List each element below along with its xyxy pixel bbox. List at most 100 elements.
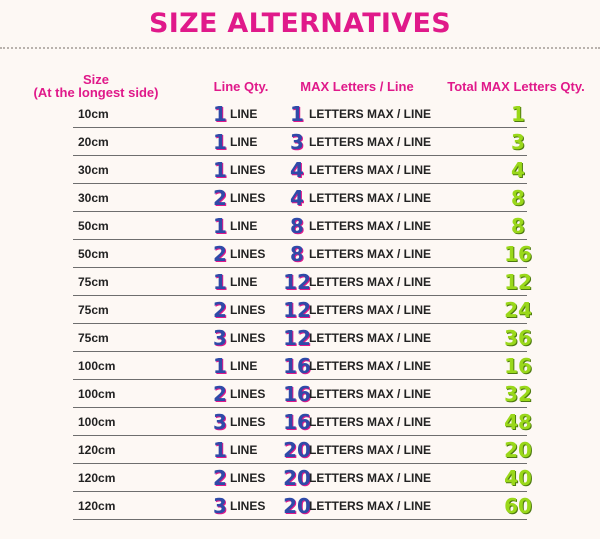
line-word: LINE <box>230 359 258 373</box>
size-cell: 50cm <box>78 247 109 261</box>
line-count: 2 <box>213 186 227 210</box>
size-cell: 20cm <box>78 135 109 149</box>
table-row: 30cm 1 LINES 4 LETTERS MAX / LINE 4 <box>73 156 527 184</box>
line-count: 1 <box>213 130 227 154</box>
table-row: 75cm 1 LINE 12 LETTERS MAX / LINE 12 <box>73 268 532 296</box>
header-total-max: Total MAX Letters Qty. <box>447 79 585 94</box>
size-cell: 50cm <box>78 219 109 233</box>
max-letters-count: 12 <box>283 326 311 350</box>
total-letters-count: 16 <box>504 242 532 266</box>
total-letters-count: 8 <box>511 186 525 210</box>
line-count: 2 <box>213 466 227 490</box>
total-letters-count: 32 <box>504 382 532 406</box>
line-word: LINE <box>230 443 258 457</box>
line-count: 1 <box>213 270 227 294</box>
max-letters-count: 1 <box>290 102 304 126</box>
size-cell: 30cm <box>78 163 109 177</box>
line-count: 1 <box>213 354 227 378</box>
line-word: LINES <box>230 471 266 485</box>
letters-max-per-line-label: LETTERS MAX / LINE <box>309 275 432 289</box>
total-letters-count: 40 <box>504 466 532 490</box>
max-letters-count: 8 <box>290 242 304 266</box>
title-divider <box>0 47 600 49</box>
line-count: 3 <box>213 494 227 518</box>
size-cell: 10cm <box>78 107 109 121</box>
total-letters-count: 20 <box>504 438 532 462</box>
total-letters-count: 36 <box>504 326 532 350</box>
total-letters-count: 16 <box>504 354 532 378</box>
line-word: LINE <box>230 219 258 233</box>
max-letters-count: 16 <box>283 382 311 406</box>
max-letters-count: 20 <box>283 466 311 490</box>
line-count: 1 <box>213 438 227 462</box>
line-word: LINES <box>230 331 266 345</box>
size-cell: 75cm <box>78 331 109 345</box>
table-row: 100cm 3 LINES 16 LETTERS MAX / LINE 48 <box>73 408 532 436</box>
max-letters-count: 12 <box>283 298 311 322</box>
max-letters-count: 4 <box>290 158 304 182</box>
total-letters-count: 1 <box>511 102 525 126</box>
max-letters-count: 12 <box>283 270 311 294</box>
page-title: SIZE ALTERNATIVES <box>149 8 451 39</box>
size-cell: 75cm <box>78 275 109 289</box>
letters-max-per-line-label: LETTERS MAX / LINE <box>309 359 432 373</box>
size-cell: 75cm <box>78 303 109 317</box>
letters-max-per-line-label: LETTERS MAX / LINE <box>309 471 432 485</box>
letters-max-per-line-label: LETTERS MAX / LINE <box>309 415 432 429</box>
size-cell: 30cm <box>78 191 109 205</box>
size-cell: 100cm <box>78 415 116 429</box>
size-table: 10cm 1 LINE 1 LETTERS MAX / LINE 1 20cm 1 LINE 3 L… <box>73 100 532 520</box>
max-letters-count: 16 <box>283 410 311 434</box>
line-word: LINES <box>230 415 266 429</box>
letters-max-per-line-label: LETTERS MAX / LINE <box>309 247 432 261</box>
total-letters-count: 12 <box>504 270 532 294</box>
letters-max-per-line-label: LETTERS MAX / LINE <box>309 107 432 121</box>
table-row: 120cm 2 LINES 20 LETTERS MAX / LINE 40 <box>73 464 532 492</box>
table-row: 30cm 2 LINES 4 LETTERS MAX / LINE 8 <box>73 184 527 212</box>
line-count: 1 <box>213 214 227 238</box>
line-count: 1 <box>213 102 227 126</box>
table-row: 120cm 1 LINE 20 LETTERS MAX / LINE 20 <box>73 436 532 464</box>
total-letters-count: 60 <box>504 494 532 518</box>
table-row: 50cm 1 LINE 8 LETTERS MAX / LINE 8 <box>73 212 527 240</box>
table-row: 50cm 2 LINES 8 LETTERS MAX / LINE 16 <box>73 240 532 268</box>
line-word: LINES <box>230 303 266 317</box>
total-letters-count: 8 <box>511 214 525 238</box>
line-word: LINES <box>230 191 266 205</box>
letters-max-per-line-label: LETTERS MAX / LINE <box>309 191 432 205</box>
size-cell: 120cm <box>78 471 116 485</box>
table-row: 75cm 2 LINES 12 LETTERS MAX / LINE 24 <box>73 296 532 324</box>
letters-max-per-line-label: LETTERS MAX / LINE <box>309 499 432 513</box>
line-count: 1 <box>213 158 227 182</box>
header-max-letters-line: MAX Letters / Line <box>300 79 414 94</box>
line-word: LINE <box>230 275 258 289</box>
letters-max-per-line-label: LETTERS MAX / LINE <box>309 135 432 149</box>
header-line-qty: Line Qty. <box>213 79 269 94</box>
header-size-label: Size <box>82 72 109 87</box>
size-cell: 100cm <box>78 359 116 373</box>
size-cell: 120cm <box>78 499 116 513</box>
size-cell: 120cm <box>78 443 116 457</box>
table-row: 120cm 3 LINES 20 LETTERS MAX / LINE 60 <box>73 492 532 520</box>
total-letters-count: 24 <box>504 298 532 322</box>
max-letters-count: 20 <box>283 438 311 462</box>
line-count: 2 <box>213 382 227 406</box>
table-row: 100cm 1 LINE 16 LETTERS MAX / LINE 16 <box>73 352 532 380</box>
line-word: LINES <box>230 247 266 261</box>
letters-max-per-line-label: LETTERS MAX / LINE <box>309 219 432 233</box>
line-word: LINES <box>230 499 266 513</box>
letters-max-per-line-label: LETTERS MAX / LINE <box>309 303 432 317</box>
table-row: 75cm 3 LINES 12 LETTERS MAX / LINE 36 <box>73 324 532 352</box>
letters-max-per-line-label: LETTERS MAX / LINE <box>309 387 432 401</box>
line-word: LINE <box>230 107 258 121</box>
max-letters-count: 4 <box>290 186 304 210</box>
table-row: 20cm 1 LINE 3 LETTERS MAX / LINE 3 <box>73 128 527 156</box>
total-letters-count: 3 <box>511 130 525 154</box>
letters-max-per-line-label: LETTERS MAX / LINE <box>309 331 432 345</box>
letters-max-per-line-label: LETTERS MAX / LINE <box>309 443 432 457</box>
line-count: 2 <box>213 242 227 266</box>
max-letters-count: 16 <box>283 354 311 378</box>
line-count: 2 <box>213 298 227 322</box>
line-count: 3 <box>213 326 227 350</box>
max-letters-count: 3 <box>290 130 304 154</box>
